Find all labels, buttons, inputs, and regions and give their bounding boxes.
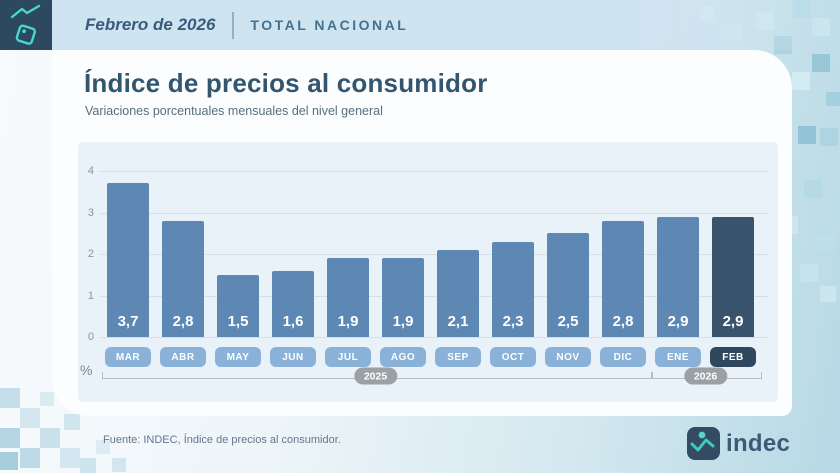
year-badge: 2025 bbox=[353, 367, 398, 385]
bar: 1,9 bbox=[327, 258, 369, 337]
mosaic-square bbox=[0, 388, 20, 408]
mosaic-square bbox=[40, 428, 60, 448]
bar: 1,5 bbox=[217, 274, 259, 337]
month-label-pill: JUN bbox=[270, 347, 316, 367]
source-note: Fuente: INDEC, Índice de precios al cons… bbox=[103, 434, 341, 446]
bar-value-label: 2,1 bbox=[447, 312, 469, 330]
bar-value-label: 2,8 bbox=[612, 312, 634, 330]
mosaic-square bbox=[826, 92, 840, 106]
bar-value-label: 3,7 bbox=[117, 312, 139, 330]
month-label-pill: MAY bbox=[215, 347, 261, 367]
page-subtitle: Variaciones porcentuales mensuales del n… bbox=[85, 104, 383, 118]
mosaic-square bbox=[798, 126, 816, 144]
report-scope: TOTAL NACIONAL bbox=[250, 17, 409, 33]
y-axis-tick-label: 1 bbox=[87, 289, 94, 302]
gridline bbox=[100, 295, 768, 297]
mosaic-square bbox=[80, 458, 96, 473]
month-label-pill: AGO bbox=[380, 347, 426, 367]
bar-value-label: 1,9 bbox=[392, 312, 414, 330]
gridline bbox=[100, 171, 768, 172]
month-label-pill: ABR bbox=[160, 347, 206, 367]
mosaic-square bbox=[792, 72, 810, 90]
indec-logo-icon bbox=[687, 427, 720, 460]
bar-value-label: 2,9 bbox=[722, 312, 744, 330]
gridline bbox=[100, 254, 768, 255]
bar: 2,1 bbox=[437, 249, 479, 337]
bar-value-label: 2,8 bbox=[172, 312, 194, 330]
page-title: Índice de precios al consumidor bbox=[84, 68, 488, 98]
mosaic-square bbox=[20, 448, 40, 468]
mosaic-square bbox=[804, 180, 822, 198]
ipc-icon-tile bbox=[0, 0, 52, 50]
mosaic-square bbox=[0, 452, 18, 470]
bar-value-label: 2,9 bbox=[667, 312, 689, 330]
y-axis-tick-label: 4 bbox=[87, 165, 94, 177]
month-label-pill: SEP bbox=[435, 347, 481, 367]
bar: 1,6 bbox=[272, 270, 314, 337]
bar-value-label: 1,9 bbox=[337, 312, 359, 330]
bar-value-label: 2,3 bbox=[502, 312, 524, 330]
mosaic-square bbox=[820, 286, 836, 302]
mosaic-square bbox=[64, 414, 80, 430]
mosaic-square bbox=[816, 234, 834, 252]
bar: 1,9 bbox=[382, 258, 424, 337]
month-label-pill: NOV bbox=[545, 347, 591, 367]
mosaic-square bbox=[60, 448, 80, 468]
bar-value-label: 1,6 bbox=[282, 312, 304, 330]
mosaic-square bbox=[812, 18, 830, 36]
y-axis-tick-label: 2 bbox=[87, 248, 94, 260]
bar-value-label: 1,5 bbox=[227, 313, 249, 330]
month-label-pill: JUL bbox=[325, 347, 371, 367]
bar: 2,8 bbox=[602, 220, 644, 337]
y-axis-tick-label: 0 bbox=[87, 331, 94, 343]
month-label-pill: FEB bbox=[710, 347, 756, 367]
year-badge: 2026 bbox=[683, 367, 728, 385]
bar: 2,8 bbox=[162, 220, 204, 337]
bar: 3,7 bbox=[107, 183, 149, 337]
mosaic-square bbox=[20, 408, 40, 428]
y-axis-unit-label: % bbox=[80, 362, 93, 378]
gridline bbox=[100, 212, 768, 214]
mosaic-square bbox=[112, 458, 126, 472]
month-label-pill: ENE bbox=[655, 347, 701, 367]
month-label-pill: OCT bbox=[490, 347, 536, 367]
month-label-pill: DIC bbox=[600, 347, 646, 367]
bar: 2,3 bbox=[492, 241, 534, 337]
bar: 2,9 bbox=[657, 216, 699, 337]
mosaic-square bbox=[0, 428, 20, 448]
bar: 2,5 bbox=[547, 233, 589, 337]
bar-value-label: 2,5 bbox=[557, 313, 579, 330]
bar: 2,9 bbox=[712, 216, 754, 337]
mosaic-square bbox=[800, 264, 818, 282]
header: Febrero de 2026 TOTAL NACIONAL bbox=[52, 0, 796, 50]
month-label-pill: MAR bbox=[105, 347, 151, 367]
mosaic-square bbox=[40, 392, 54, 406]
header-divider bbox=[232, 11, 235, 39]
mosaic-square bbox=[820, 128, 838, 146]
indec-logo-text: indec bbox=[726, 429, 791, 457]
gridline bbox=[100, 337, 768, 338]
price-tag-icon bbox=[10, 4, 41, 45]
y-axis-tick-label: 3 bbox=[87, 206, 94, 219]
report-period: Febrero de 2026 bbox=[85, 15, 216, 34]
mosaic-square bbox=[812, 54, 830, 72]
indec-logo: indec bbox=[687, 427, 790, 460]
